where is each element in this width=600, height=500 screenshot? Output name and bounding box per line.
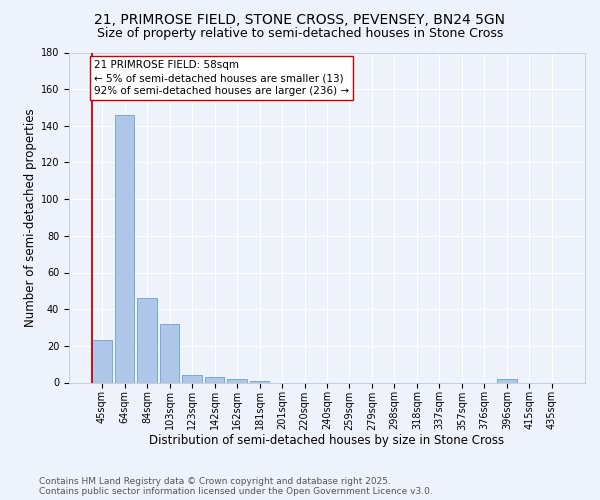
Bar [205, 377, 224, 382]
Bar [92, 340, 112, 382]
Text: 21, PRIMROSE FIELD, STONE CROSS, PEVENSEY, BN24 5GN: 21, PRIMROSE FIELD, STONE CROSS, PEVENSE… [95, 12, 505, 26]
Bar [250, 380, 269, 382]
X-axis label: Distribution of semi-detached houses by size in Stone Cross: Distribution of semi-detached houses by … [149, 434, 505, 446]
Text: Contains HM Land Registry data © Crown copyright and database right 2025.
Contai: Contains HM Land Registry data © Crown c… [39, 476, 433, 496]
Bar [182, 375, 202, 382]
Text: 21 PRIMROSE FIELD: 58sqm
← 5% of semi-detached houses are smaller (13)
92% of se: 21 PRIMROSE FIELD: 58sqm ← 5% of semi-de… [94, 60, 349, 96]
Text: Size of property relative to semi-detached houses in Stone Cross: Size of property relative to semi-detach… [97, 28, 503, 40]
Bar [160, 324, 179, 382]
Bar [227, 379, 247, 382]
Bar [137, 298, 157, 382]
Y-axis label: Number of semi-detached properties: Number of semi-detached properties [23, 108, 37, 327]
Bar [497, 379, 517, 382]
Bar [115, 115, 134, 382]
